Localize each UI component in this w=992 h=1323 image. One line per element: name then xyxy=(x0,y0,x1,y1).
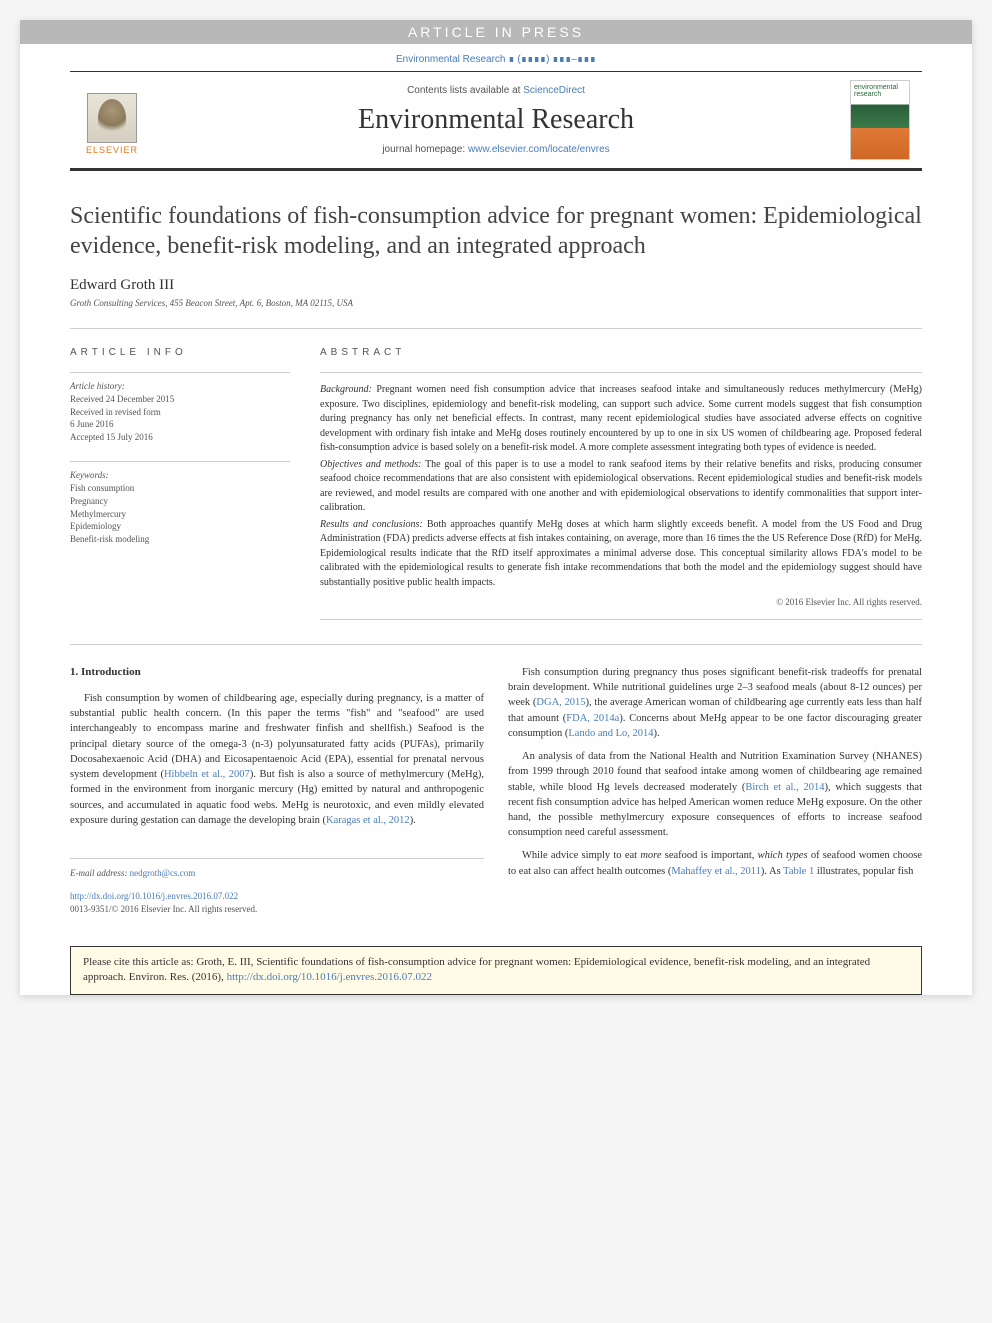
section-heading: 1. Introduction xyxy=(70,665,484,681)
body-paragraph: An analysis of data from the National He… xyxy=(508,749,922,840)
citation-doi-link[interactable]: http://dx.doi.org/10.1016/j.envres.2016.… xyxy=(227,971,432,983)
keyword: Benefit-risk modeling xyxy=(70,533,290,546)
keyword: Epidemiology xyxy=(70,520,290,533)
author-affiliation: Groth Consulting Services, 455 Beacon St… xyxy=(70,298,922,308)
body-paragraph: While advice simply to eat more seafood … xyxy=(508,848,922,878)
abstract-column: ABSTRACT Background: Pregnant women need… xyxy=(320,347,922,620)
body-column-left: 1. Introduction Fish consumption by wome… xyxy=(70,665,484,916)
abstract-copyright: © 2016 Elsevier Inc. All rights reserved… xyxy=(320,596,922,609)
body-paragraph: Fish consumption by women of childbearin… xyxy=(70,691,484,828)
cover-title: environmental research xyxy=(854,84,906,98)
table-link[interactable]: Table 1 xyxy=(783,866,814,877)
body-columns: 1. Introduction Fish consumption by wome… xyxy=(70,644,922,916)
body-emphasis: which types xyxy=(758,850,808,861)
keyword: Pregnancy xyxy=(70,495,290,508)
article-in-press-banner: ARTICLE IN PRESS xyxy=(20,20,972,44)
citation-link[interactable]: DGA, 2015 xyxy=(536,697,585,708)
abstract-background: Pregnant women need fish consumption adv… xyxy=(320,384,922,453)
history-block: Article history: Received 24 December 20… xyxy=(70,372,290,443)
body-text: While advice simply to eat xyxy=(522,850,640,861)
abstract-text: Background: Pregnant women need fish con… xyxy=(320,372,922,620)
history-label: Article history: xyxy=(70,381,290,391)
contents-label: Contents lists available at xyxy=(407,85,523,96)
journal-name: Environmental Research xyxy=(142,104,850,136)
body-column-right: Fish consumption during pregnancy thus p… xyxy=(508,665,922,916)
citation-box: Please cite this article as: Groth, E. I… xyxy=(70,946,922,995)
abstract-results-head: Results and conclusions: xyxy=(320,519,427,530)
keywords-label: Keywords: xyxy=(70,470,290,480)
elsevier-tree-icon xyxy=(87,93,137,143)
abstract-label: ABSTRACT xyxy=(320,347,922,358)
article-info-label: ARTICLE INFO xyxy=(70,347,290,358)
body-emphasis: more xyxy=(640,850,661,861)
citation-link[interactable]: Lando and Lo, 2014 xyxy=(568,728,653,739)
history-line: Accepted 15 July 2016 xyxy=(70,431,290,444)
body-text: illustrates, popular fish xyxy=(814,866,913,877)
citation-text: Please cite this article as: Groth, E. I… xyxy=(83,956,870,983)
citation-link[interactable]: Karagas et al., 2012 xyxy=(326,815,410,826)
keyword: Methylmercury xyxy=(70,508,290,521)
body-text: Fish consumption by women of childbearin… xyxy=(70,693,484,780)
article-title: Scientific foundations of fish-consumpti… xyxy=(70,201,922,261)
elsevier-text: ELSEVIER xyxy=(86,145,138,155)
abstract-objectives-head: Objectives and methods: xyxy=(320,459,425,470)
body-text: seafood is important, xyxy=(662,850,758,861)
citation-link[interactable]: Mahaffey et al., 2011 xyxy=(671,866,761,877)
elsevier-logo[interactable]: ELSEVIER xyxy=(82,85,142,155)
issn-line: 0013-9351/© 2016 Elsevier Inc. All right… xyxy=(70,903,484,916)
banner-center: Contents lists available at ScienceDirec… xyxy=(142,85,850,155)
header-journal-ref[interactable]: Environmental Research ∎ (∎∎∎∎) ∎∎∎–∎∎∎ xyxy=(396,54,596,65)
citation-link[interactable]: Hibbeln et al., 2007 xyxy=(164,769,250,780)
homepage-line: journal homepage: www.elsevier.com/locat… xyxy=(142,144,850,155)
citation-link[interactable]: Birch et al., 2014 xyxy=(745,782,824,793)
header-citation-link: Environmental Research ∎ (∎∎∎∎) ∎∎∎–∎∎∎ xyxy=(20,44,972,71)
article-info-column: ARTICLE INFO Article history: Received 2… xyxy=(70,347,290,620)
meta-row: ARTICLE INFO Article history: Received 2… xyxy=(70,328,922,620)
page-container: ARTICLE IN PRESS Environmental Research … xyxy=(20,20,972,995)
body-text: ). xyxy=(654,728,660,739)
article-body: Scientific foundations of fish-consumpti… xyxy=(20,171,972,936)
history-line: 6 June 2016 xyxy=(70,418,290,431)
citation-link[interactable]: FDA, 2014a xyxy=(566,713,619,724)
keywords-block: Keywords: Fish consumption Pregnancy Met… xyxy=(70,461,290,545)
author-name: Edward Groth III xyxy=(70,277,922,294)
body-text: ). xyxy=(410,815,416,826)
history-line: Received 24 December 2015 xyxy=(70,393,290,406)
homepage-label: journal homepage: xyxy=(382,144,468,155)
keyword: Fish consumption xyxy=(70,482,290,495)
footer-meta: E-mail address: nedgroth@cs.com http://d… xyxy=(70,858,484,916)
history-line: Received in revised form xyxy=(70,406,290,419)
sciencedirect-link[interactable]: ScienceDirect xyxy=(523,85,585,96)
homepage-url[interactable]: www.elsevier.com/locate/envres xyxy=(468,144,610,155)
email-address[interactable]: nedgroth@cs.com xyxy=(130,868,196,878)
body-text: ). As xyxy=(761,866,783,877)
journal-banner: ELSEVIER Contents lists available at Sci… xyxy=(70,71,922,171)
email-label: E-mail address: xyxy=(70,868,130,878)
contents-line: Contents lists available at ScienceDirec… xyxy=(142,85,850,96)
journal-cover-thumbnail[interactable]: environmental research xyxy=(850,80,910,160)
doi-link[interactable]: http://dx.doi.org/10.1016/j.envres.2016.… xyxy=(70,891,238,901)
banner-left: ELSEVIER xyxy=(82,85,142,155)
abstract-background-head: Background: xyxy=(320,384,376,395)
body-paragraph: Fish consumption during pregnancy thus p… xyxy=(508,665,922,741)
